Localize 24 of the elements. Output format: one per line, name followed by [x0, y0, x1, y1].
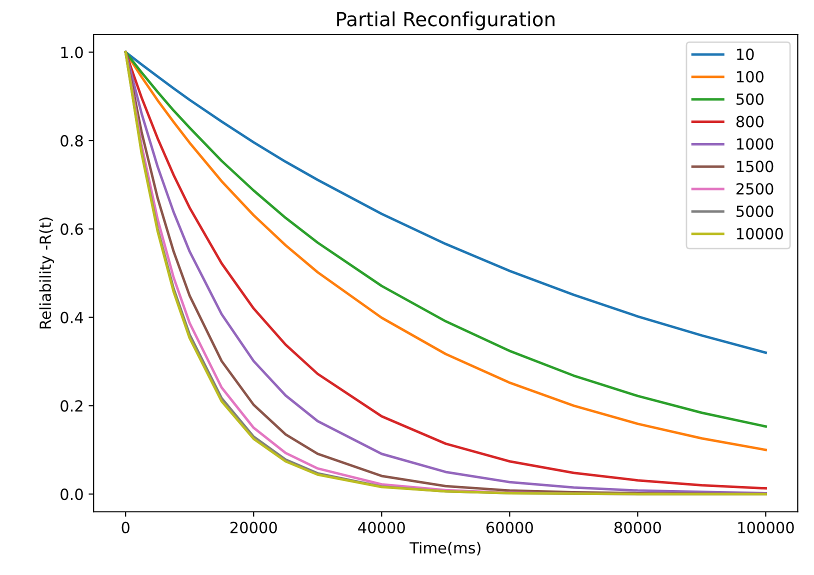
y-tick-label: 1.0	[61, 46, 83, 58]
y-tick-label: 0.8	[60, 135, 83, 147]
y-tick-label: 0.4	[60, 312, 84, 324]
legend-label: 10	[737, 48, 754, 60]
x-tick-label: 20000	[230, 522, 277, 534]
chart-title: Partial Reconfiguration	[337, 11, 554, 30]
x-tick-label: 40000	[358, 522, 405, 534]
legend-label: 10000	[737, 228, 783, 240]
legend-label: 1500	[737, 160, 774, 172]
legend-label: 500	[736, 93, 764, 105]
x-axis-title: Time(ms)	[410, 542, 480, 556]
legend-label: 1000	[737, 138, 774, 150]
y-tick-label: 0.0	[60, 488, 83, 500]
x-tick-label: 0	[122, 522, 130, 534]
y-tick-label: 0.2	[60, 400, 82, 412]
legend-label: 800	[736, 116, 764, 128]
legend-label: 100	[737, 70, 764, 82]
y-tick-label: 0.6	[60, 223, 83, 235]
legend-label: 2500	[736, 183, 774, 195]
x-tick-label: 60000	[486, 522, 533, 534]
x-tick-label: 80000	[614, 522, 661, 534]
x-tick-label: 100000	[738, 522, 794, 534]
legend-label: 5000	[736, 205, 774, 218]
y-axis-title: Reliability -R(t)	[39, 218, 54, 328]
